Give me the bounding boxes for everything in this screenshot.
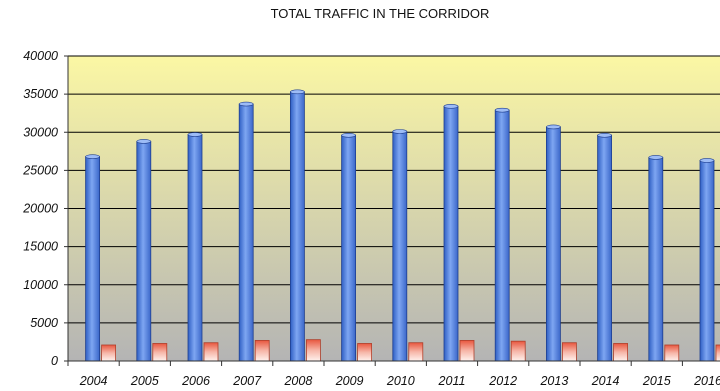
y-tick-label: 0	[51, 354, 58, 368]
bar-cap-series-1-2008	[290, 89, 305, 95]
bar-cap-series-1-2014	[597, 133, 612, 138]
bar-cap-series-1-2007	[238, 101, 254, 107]
bar-series-2-2006	[203, 342, 219, 362]
x-tick-label: 2016	[693, 374, 720, 388]
bar-series-2-2016	[715, 344, 720, 362]
x-tick-label: 2005	[130, 374, 159, 388]
x-tick-label: 2014	[591, 374, 620, 388]
bar-cap-series-1-2004	[85, 154, 100, 159]
bar-series-2-2014	[613, 343, 628, 362]
bar-series-1-2011	[443, 105, 459, 362]
bar-series-2-2010	[408, 342, 424, 362]
bar-series-2-2007	[254, 340, 270, 362]
bar-series-1-2006	[187, 134, 203, 362]
x-tick-label: 2012	[488, 374, 517, 388]
x-tick-label: 2011	[438, 374, 466, 388]
bar-series-2-2005	[152, 343, 168, 362]
x-axis-ticks: 2004 2005 2006 2007 2008 2009 2010 2011 2012 2013…	[67, 361, 720, 388]
bar-cap-series-1-2013	[546, 124, 561, 130]
y-tick-label: 20000	[22, 202, 58, 216]
bar-series-2-2008	[305, 339, 321, 362]
bar-series-1-2005	[136, 140, 152, 362]
bar-series-1-2004	[85, 156, 100, 362]
bar-series-1-2007	[238, 103, 254, 362]
bar-series-2-2013	[562, 342, 577, 362]
bar-series-1-2010	[392, 131, 408, 362]
y-tick-label: 15000	[23, 240, 58, 254]
x-tick-label: 2013	[539, 374, 568, 388]
y-tick-label: 40000	[23, 49, 58, 63]
bar-cap-series-1-2011	[443, 104, 459, 109]
bar-series-2-2015	[664, 344, 680, 362]
x-tick-label: 2006	[181, 374, 210, 388]
y-tick-label: 25000	[22, 163, 58, 177]
bar-series-1-2014	[597, 134, 612, 362]
bar-cap-series-1-2010	[392, 129, 408, 134]
bar-series-1-2013	[546, 126, 561, 362]
bar-series-2-2009	[357, 343, 373, 362]
x-tick-label: 2015	[642, 374, 671, 388]
bar-cap-series-1-2016	[699, 158, 715, 163]
y-tick-label: 30000	[23, 125, 58, 139]
bar-series-1-2016	[699, 160, 715, 362]
bar-series-1-2009	[341, 134, 357, 362]
bar-series-2-2004	[101, 344, 116, 362]
bar-cap-series-1-2009	[341, 133, 356, 138]
x-tick-label: 2009	[335, 374, 364, 388]
bar-series-1-2008	[289, 91, 305, 362]
bar-cap-series-1-2005	[136, 139, 152, 144]
y-tick-label: 10000	[23, 278, 58, 292]
y-tick-label: 35000	[23, 87, 58, 101]
bar-series-1-2015	[648, 157, 664, 362]
chart-title: TOTAL TRAFFIC IN THE CORRIDOR	[271, 6, 490, 21]
bar-series-2-2011	[459, 340, 475, 362]
bar-cap-series-1-2006	[187, 132, 203, 137]
x-tick-label: 2008	[283, 374, 312, 388]
bar-series-2-2012	[510, 340, 526, 362]
x-tick-label: 2010	[386, 374, 415, 388]
x-tick-label: 2004	[79, 374, 108, 388]
bar-cap-series-1-2012	[494, 107, 510, 113]
y-tick-label: 5000	[30, 316, 58, 330]
y-axis-ticks: 0 5000 10000 15000 20000 25000 30000 35000 40000	[22, 49, 68, 368]
bar-series-1-2012	[494, 109, 510, 362]
x-tick-label: 2007	[232, 374, 262, 388]
bar-cap-series-1-2015	[648, 155, 664, 160]
